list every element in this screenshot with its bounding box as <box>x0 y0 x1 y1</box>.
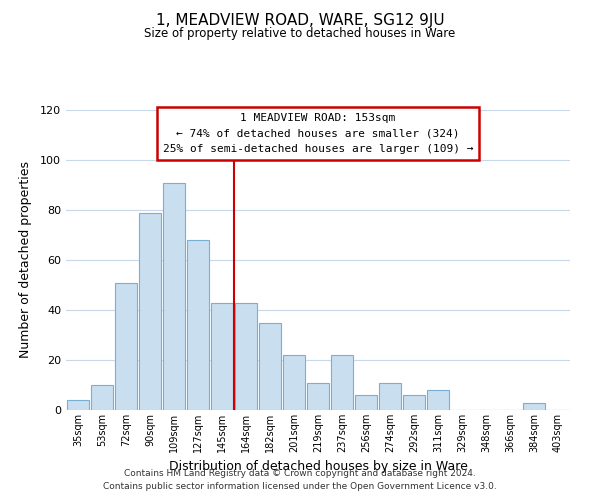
X-axis label: Distribution of detached houses by size in Ware: Distribution of detached houses by size … <box>169 460 467 473</box>
Bar <box>163 182 185 410</box>
Bar <box>139 212 161 410</box>
Bar <box>403 395 425 410</box>
Text: 1 MEADVIEW ROAD: 153sqm
← 74% of detached houses are smaller (324)
25% of semi-d: 1 MEADVIEW ROAD: 153sqm ← 74% of detache… <box>163 113 473 154</box>
Text: Contains HM Land Registry data © Crown copyright and database right 2024.: Contains HM Land Registry data © Crown c… <box>124 468 476 477</box>
Bar <box>331 355 353 410</box>
Bar <box>115 282 137 410</box>
Bar <box>523 402 545 410</box>
Bar <box>211 302 233 410</box>
Bar <box>259 322 281 410</box>
Bar <box>67 400 89 410</box>
Bar <box>187 240 209 410</box>
Y-axis label: Number of detached properties: Number of detached properties <box>19 162 32 358</box>
Bar <box>379 382 401 410</box>
Bar <box>283 355 305 410</box>
Bar <box>91 385 113 410</box>
Bar <box>427 390 449 410</box>
Bar <box>355 395 377 410</box>
Text: Contains public sector information licensed under the Open Government Licence v3: Contains public sector information licen… <box>103 482 497 491</box>
Text: 1, MEADVIEW ROAD, WARE, SG12 9JU: 1, MEADVIEW ROAD, WARE, SG12 9JU <box>155 12 445 28</box>
Bar <box>307 382 329 410</box>
Bar <box>235 302 257 410</box>
Text: Size of property relative to detached houses in Ware: Size of property relative to detached ho… <box>145 28 455 40</box>
